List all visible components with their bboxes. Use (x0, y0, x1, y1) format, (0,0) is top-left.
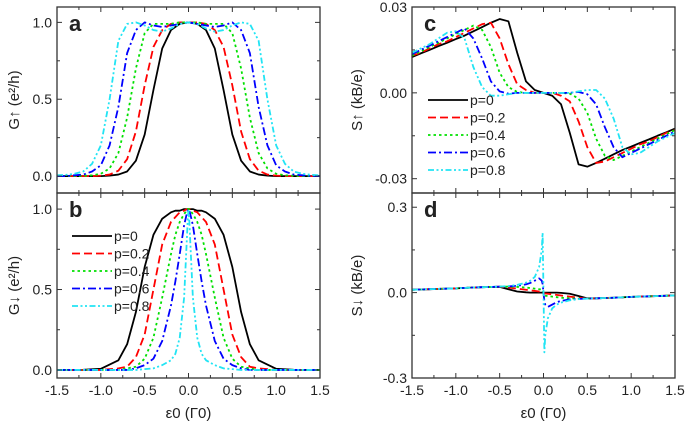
y-tick-label: 0.0 (33, 168, 53, 184)
x-tick-label: -1.5 (45, 382, 69, 398)
x-tick-label: -1.0 (89, 382, 113, 398)
x-axis-label: ε0 (Γ0) (166, 405, 212, 422)
axes-frame (411, 192, 676, 379)
x-tick-label: -1.5 (400, 382, 424, 398)
axes-frame (56, 6, 321, 194)
x-tick-label: -0.5 (488, 382, 512, 398)
series-line-b-4 (57, 208, 320, 371)
panel-label: a (69, 11, 82, 36)
series-line-a-1 (57, 21, 320, 177)
legend: p=0 p=0.2p=0.4 p=0.6p=0.8 (428, 92, 506, 178)
x-tick-label: 0.5 (578, 382, 598, 398)
x-tick-label: 0.0 (179, 382, 199, 398)
x-tick-label: 1.5 (310, 382, 330, 398)
x-tick-label: 0.5 (223, 382, 243, 398)
series-line-c-4 (412, 30, 675, 156)
legend-label-1: p=0.2 (114, 246, 150, 262)
panel-b: 0.0 0.5 1.0 -1.5 -1.0 -0.5 0.0 0.5 1.0 1.5 G↓ (e²/… (6, 192, 330, 422)
y-tick-label: 1.0 (33, 14, 53, 30)
y-tick-label: 0.3 (388, 199, 408, 215)
y-axis-label: S↓ (kB/e) (349, 255, 366, 317)
y-tick-label: -0.03 (375, 171, 407, 187)
series-line-b-0 (57, 208, 320, 371)
panel-d: -0.3 0.0 0.3 -1.5 -1.0 -0.5 0.0 0.5 1.0 1.5 S↓ (kB… (349, 192, 685, 422)
legend-label-0: p=0 (470, 92, 494, 108)
x-tick-label: 1.5 (665, 382, 685, 398)
x-axis-label: ε0 (Γ0) (521, 405, 567, 422)
y-axis-label: G↑ (e²/h) (6, 70, 23, 129)
y-tick-label: 0.5 (33, 91, 53, 107)
x-tick-label: 1.0 (266, 382, 286, 398)
panel-label: d (424, 197, 437, 222)
x-tick-label: 0.0 (534, 382, 554, 398)
y-tick-label: -0.3 (383, 370, 407, 386)
legend-label-4: p=0.8 (114, 298, 150, 314)
panel-label: b (69, 197, 82, 222)
legend-label-3: p=0.6 (470, 145, 506, 161)
series-line-d-4 (412, 231, 675, 354)
y-axis-label: S↑ (kB/e) (349, 69, 366, 131)
panel-c: -0.03 0.00 0.03 S↑ (kB/e) c p=0 p=0.2p=0.4 p=0.… (349, 0, 676, 194)
legend-label-3: p=0.6 (114, 281, 150, 297)
y-axis-label: G↓ (e²/h) (6, 256, 23, 315)
legend-label-0: p=0 (114, 228, 138, 244)
panel-label: c (424, 11, 436, 36)
series-line-b-1 (57, 208, 320, 371)
series-line-a-4 (57, 21, 320, 177)
legend-label-2: p=0.4 (470, 127, 506, 143)
series-line-c-3 (412, 27, 675, 159)
y-tick-label: 1.0 (33, 201, 53, 217)
series-line-b-2 (57, 208, 320, 371)
legend-label-4: p=0.8 (470, 162, 506, 178)
series-line-b-3 (57, 208, 320, 371)
legend: p=0 p=0.2p=0.4 p=0.6p=0.8 (72, 228, 150, 314)
y-tick-label: 0.0 (388, 285, 408, 301)
x-tick-label: -1.0 (444, 382, 468, 398)
legend-label-2: p=0.4 (114, 263, 150, 279)
panel-a: 0.0 0.5 1.0 G↑ (e²/h) a (6, 6, 321, 194)
y-tick-label: 0.00 (380, 85, 407, 101)
y-tick-label: 0.0 (33, 362, 53, 378)
y-tick-label: 0.5 (33, 282, 53, 298)
x-tick-label: -0.5 (133, 382, 157, 398)
legend-label-1: p=0.2 (470, 110, 506, 126)
y-tick-label: 0.03 (380, 0, 407, 15)
x-tick-label: 1.0 (621, 382, 641, 398)
